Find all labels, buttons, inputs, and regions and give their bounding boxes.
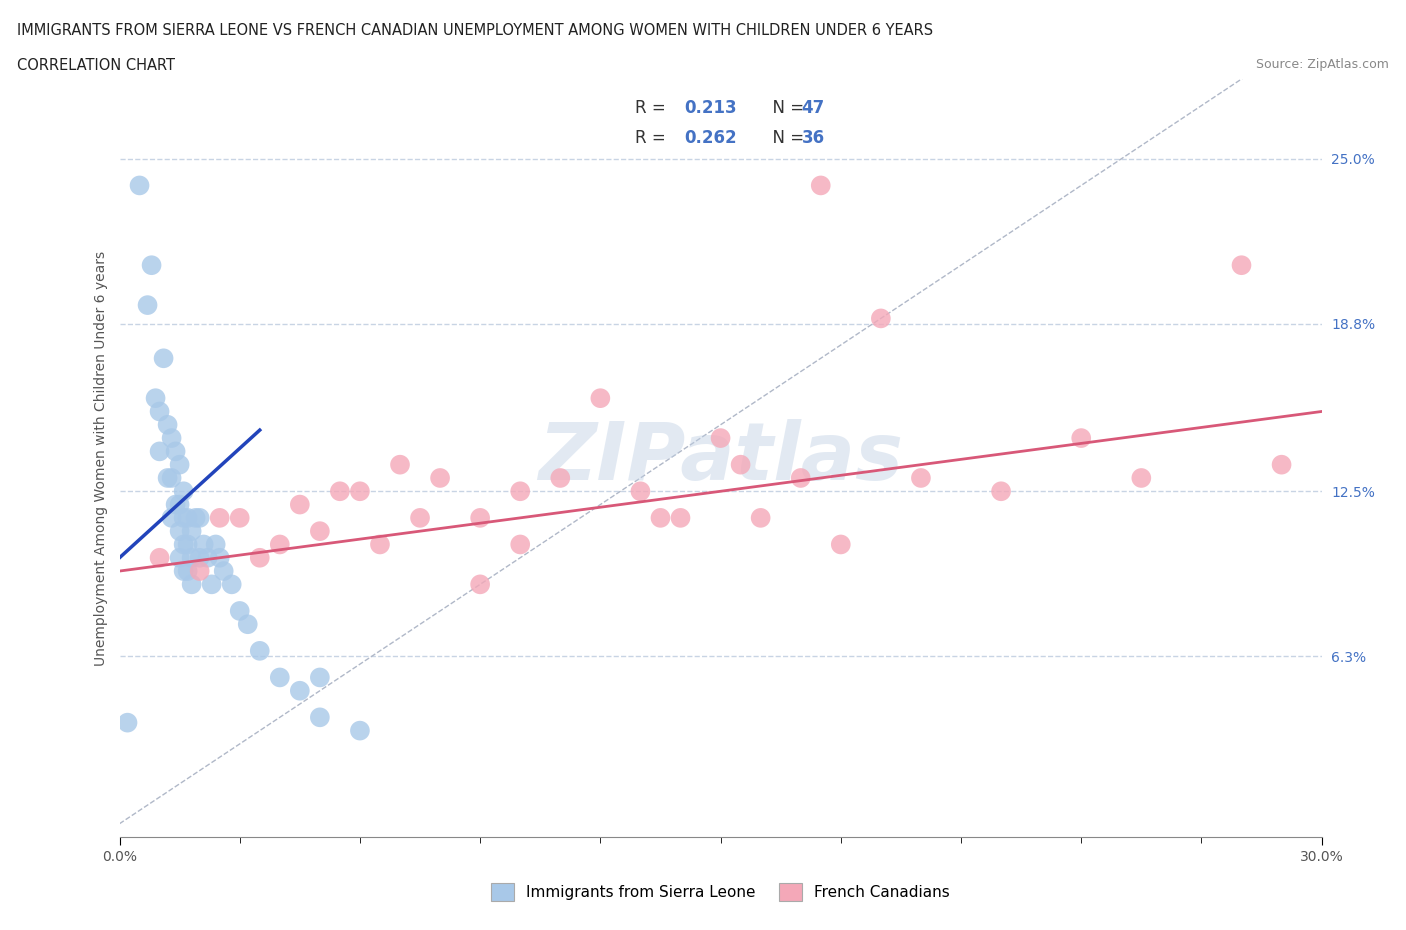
Point <box>212 564 235 578</box>
Text: R =: R = <box>636 100 672 117</box>
Point <box>228 604 252 618</box>
Point <box>409 511 432 525</box>
Point <box>730 458 752 472</box>
Point <box>145 391 167 405</box>
Point <box>169 498 191 512</box>
Point <box>1230 258 1253 272</box>
Text: ZIPatlas: ZIPatlas <box>538 419 903 497</box>
Y-axis label: Unemployment Among Women with Children Under 6 years: Unemployment Among Women with Children U… <box>94 250 108 666</box>
Text: 36: 36 <box>801 129 824 147</box>
Point <box>180 524 202 538</box>
Point <box>160 471 183 485</box>
Point <box>160 431 183 445</box>
Point <box>173 484 195 498</box>
Legend: Immigrants from Sierra Leone, French Canadians: Immigrants from Sierra Leone, French Can… <box>479 870 962 912</box>
Point <box>589 391 612 405</box>
Point <box>669 511 692 525</box>
Point <box>236 617 259 631</box>
Point <box>173 564 195 578</box>
Point <box>349 724 371 738</box>
Point <box>288 498 311 512</box>
Point <box>149 551 172 565</box>
Point <box>208 551 231 565</box>
Point <box>509 484 531 498</box>
Text: 47: 47 <box>801 100 825 117</box>
Point <box>141 258 163 272</box>
Point <box>149 404 172 418</box>
Point <box>468 511 492 525</box>
Text: R =: R = <box>636 129 672 147</box>
Point <box>188 564 211 578</box>
Point <box>173 537 195 551</box>
Point <box>1271 458 1294 472</box>
Point <box>160 511 183 525</box>
Text: N =: N = <box>762 129 810 147</box>
Point <box>269 670 291 684</box>
Text: Source: ZipAtlas.com: Source: ZipAtlas.com <box>1256 58 1389 71</box>
Point <box>176 511 198 525</box>
Point <box>990 484 1012 498</box>
Point <box>165 498 187 512</box>
Point <box>468 577 492 591</box>
Point <box>149 444 172 458</box>
Point <box>180 577 202 591</box>
Point <box>184 511 207 525</box>
Point <box>136 298 159 312</box>
Point <box>188 551 211 565</box>
Point <box>117 715 139 730</box>
Point <box>221 577 243 591</box>
Point <box>228 511 252 525</box>
Point <box>810 178 832 193</box>
Point <box>349 484 371 498</box>
Point <box>156 418 179 432</box>
Point <box>169 458 191 472</box>
Point <box>309 670 332 684</box>
Point <box>169 524 191 538</box>
Point <box>204 537 226 551</box>
Point <box>173 511 195 525</box>
Point <box>509 537 531 551</box>
Point <box>910 471 932 485</box>
Point <box>128 178 150 193</box>
Point <box>197 551 219 565</box>
Point <box>176 537 198 551</box>
Point <box>288 684 311 698</box>
Text: 0.213: 0.213 <box>685 100 737 117</box>
Text: IMMIGRANTS FROM SIERRA LEONE VS FRENCH CANADIAN UNEMPLOYMENT AMONG WOMEN WITH CH: IMMIGRANTS FROM SIERRA LEONE VS FRENCH C… <box>17 23 934 38</box>
Point <box>830 537 852 551</box>
Point <box>208 511 231 525</box>
Point <box>249 644 271 658</box>
Point <box>749 511 772 525</box>
Point <box>169 551 191 565</box>
Point <box>388 458 412 472</box>
Point <box>152 351 174 365</box>
Point <box>249 551 271 565</box>
Point <box>429 471 451 485</box>
Point <box>630 484 652 498</box>
Point <box>309 710 332 724</box>
Point <box>188 511 211 525</box>
Point <box>790 471 813 485</box>
Point <box>1070 431 1092 445</box>
Point <box>650 511 672 525</box>
Point <box>309 524 332 538</box>
Point <box>368 537 391 551</box>
Text: 0.262: 0.262 <box>685 129 737 147</box>
Text: N =: N = <box>762 100 810 117</box>
Point <box>156 471 179 485</box>
Point <box>165 444 187 458</box>
Point <box>869 311 893 325</box>
Point <box>193 537 215 551</box>
Point <box>269 537 291 551</box>
Point <box>180 551 202 565</box>
Point <box>201 577 224 591</box>
Point <box>329 484 352 498</box>
Point <box>709 431 731 445</box>
Text: CORRELATION CHART: CORRELATION CHART <box>17 58 174 73</box>
Point <box>550 471 572 485</box>
Point <box>1130 471 1153 485</box>
Point <box>176 564 198 578</box>
